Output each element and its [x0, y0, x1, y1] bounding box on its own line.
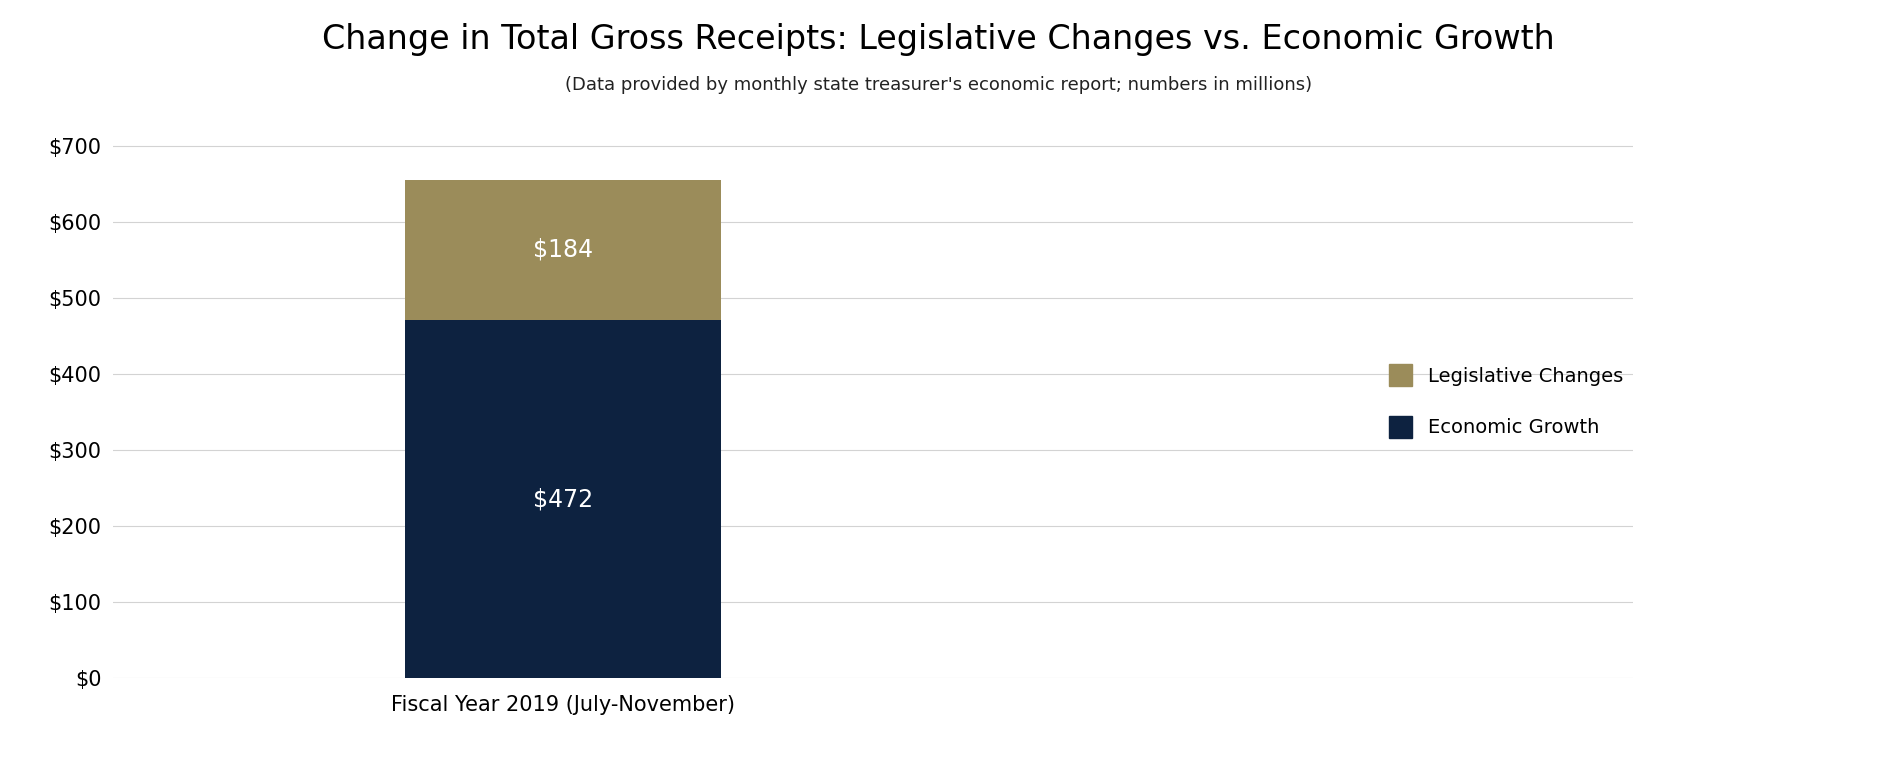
- Bar: [405, 319, 721, 678]
- Text: $184: $184: [533, 237, 593, 261]
- Bar: [405, 180, 721, 319]
- Text: (Data provided by monthly state treasurer's economic report; numbers in millions: (Data provided by monthly state treasure…: [565, 76, 1312, 94]
- Text: $472: $472: [533, 487, 593, 511]
- Text: Change in Total Gross Receipts: Legislative Changes vs. Economic Growth: Change in Total Gross Receipts: Legislat…: [323, 23, 1554, 56]
- Legend: Legislative Changes, Economic Growth: Legislative Changes, Economic Growth: [1389, 364, 1624, 438]
